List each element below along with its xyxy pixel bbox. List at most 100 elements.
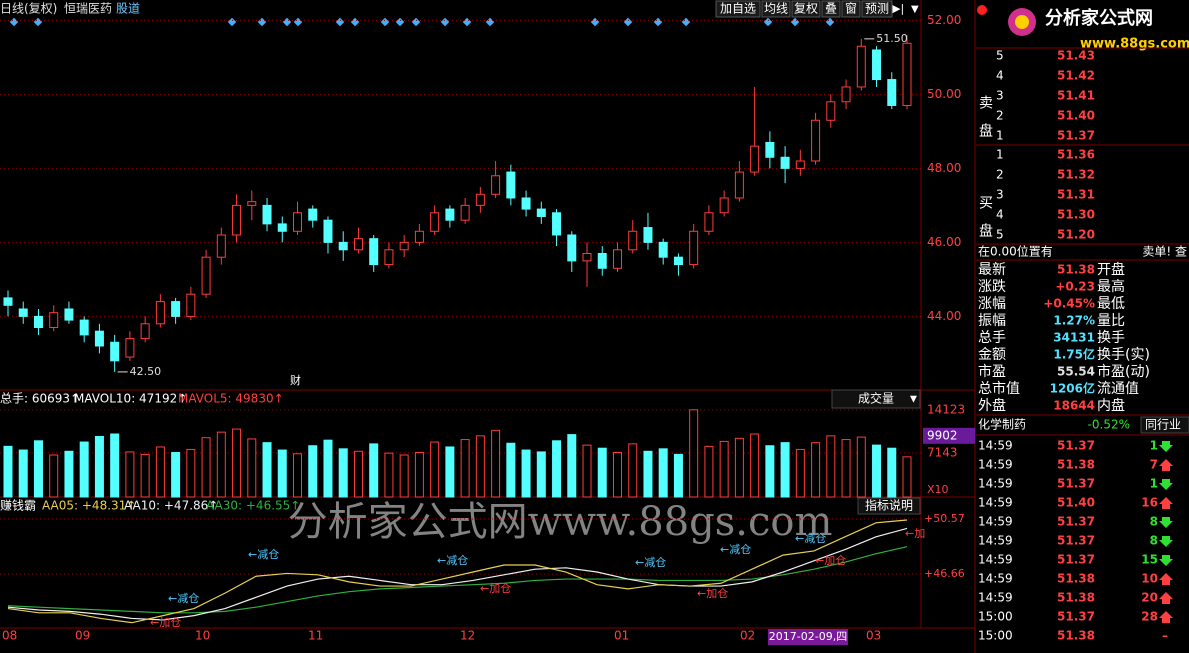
volume-bar	[491, 429, 501, 498]
quote-value: 18644	[1053, 399, 1095, 413]
signal-diamond	[380, 17, 390, 27]
toolbar-button-label[interactable]: 叠	[825, 2, 837, 16]
candle-body	[689, 230, 699, 266]
toolbar-button-label[interactable]: 窗	[845, 2, 857, 16]
help-button[interactable]	[857, 497, 921, 515]
tick-time: 14:59	[978, 572, 1013, 586]
book-level: 5	[996, 49, 1004, 63]
quote-label: 振幅	[978, 313, 1006, 329]
tick-volume: 16	[1141, 496, 1158, 510]
quote-label: 量比	[1097, 313, 1125, 329]
tick-arrow	[1159, 592, 1173, 604]
candle-body	[247, 201, 257, 206]
book-price: 51.31	[1057, 188, 1095, 202]
toolbar-button[interactable]	[791, 0, 821, 18]
y-tick-label: 44.00	[927, 309, 961, 323]
volume-bar	[262, 442, 272, 498]
volume-bar	[460, 439, 470, 498]
industry-button-label[interactable]: 同行业	[1145, 418, 1181, 432]
candle-body	[902, 42, 912, 106]
tick-price: 51.40	[1057, 496, 1095, 510]
volume-bar	[3, 445, 13, 498]
y-tick-label: 7143	[927, 445, 958, 459]
candle-body	[704, 212, 714, 232]
candle-body	[49, 312, 59, 328]
help-button-label[interactable]: 指标说明	[865, 498, 913, 513]
stock-name: 恒瑞医药	[64, 2, 112, 16]
toolbar-button-label[interactable]: 加自选	[720, 2, 756, 16]
book-price: 51.37	[1057, 129, 1095, 143]
tick-price: 51.37	[1057, 477, 1095, 491]
volume-bar	[353, 450, 363, 498]
volume-bar	[704, 445, 714, 498]
book-level: 2	[996, 109, 1004, 123]
quote-label: 最高	[1097, 278, 1125, 295]
tick-time: 14:59	[978, 553, 1013, 567]
candle-body	[643, 227, 653, 243]
volume-bar	[780, 442, 790, 498]
candle-body	[171, 301, 181, 317]
toolbar-button-label[interactable]: 预测	[865, 2, 889, 16]
candle-body	[110, 341, 120, 362]
indicator-line	[7, 519, 908, 624]
indicator-line	[7, 527, 908, 621]
candle-body	[414, 230, 424, 243]
toolbar-button-label[interactable]: 均线	[764, 2, 788, 16]
candle-body	[399, 241, 409, 251]
industry-button[interactable]	[1140, 416, 1189, 434]
indicator-selector-label[interactable]: 成交量	[858, 391, 894, 406]
indicator-legend: AA30: +46.55↑	[206, 499, 300, 513]
candle-body	[811, 119, 821, 162]
quote-value: +0.23	[1055, 280, 1095, 294]
quote-label: 换手(实)	[1097, 346, 1150, 363]
indicator-selector[interactable]	[831, 389, 921, 409]
toolbar-button[interactable]	[761, 0, 791, 18]
tick-volume: 15	[1141, 553, 1158, 567]
indicator-line	[7, 546, 908, 614]
tick-arrow	[1159, 536, 1173, 547]
x-tick-label: 02	[740, 629, 755, 643]
period-label[interactable]: 日线(复权)	[0, 2, 57, 16]
quote-label: 最低	[1097, 296, 1125, 312]
volume-bar	[719, 440, 729, 498]
candle-body	[430, 212, 440, 232]
candle-body	[765, 141, 775, 158]
signal-label: ←减仓	[168, 591, 199, 605]
quote-label: 换手	[1097, 329, 1125, 346]
toolbar-button-label[interactable]: 复权	[794, 2, 818, 16]
volume-legend: MAVOL5: 49830↑	[178, 392, 284, 406]
candle-body	[521, 197, 531, 210]
volume-bar	[734, 437, 744, 498]
stock-link[interactable]: 股道	[116, 2, 140, 16]
indicator-legend: AA10: +47.86↑	[124, 499, 218, 513]
book-price: 51.41	[1057, 89, 1095, 103]
toolbar-button[interactable]	[715, 0, 761, 18]
signal-label: ←加仓	[480, 581, 511, 595]
volume-bar	[506, 442, 516, 498]
quote-label: 涨跌	[978, 279, 1006, 295]
tick-arrow	[1159, 573, 1173, 585]
candle-body	[582, 252, 592, 262]
volume-bar	[841, 439, 851, 498]
logo-flower-center	[1015, 15, 1029, 29]
toolbar-button[interactable]	[821, 0, 841, 18]
candle-body	[186, 293, 196, 317]
book-price: 51.30	[1057, 208, 1095, 222]
tick-arrow	[1159, 611, 1173, 623]
tick-arrow	[1159, 459, 1173, 471]
order-notice-action[interactable]: 卖单! 查	[1142, 245, 1187, 259]
volume-bar	[826, 435, 836, 498]
toolbar-button[interactable]	[861, 0, 893, 18]
x-tick-label: 03	[866, 629, 881, 643]
play-icon[interactable]: ▶|	[892, 2, 904, 15]
menu-icon[interactable]: ▼	[911, 4, 919, 15]
tick-time: 14:59	[978, 496, 1013, 510]
quote-label: 总手	[978, 330, 1006, 346]
x-tick-label: 10	[195, 629, 210, 643]
candle-body	[750, 145, 760, 173]
volume-bar	[552, 440, 562, 498]
candle-body	[673, 256, 683, 266]
candle-body	[445, 208, 455, 221]
book-level: 3	[996, 188, 1004, 202]
toolbar-button[interactable]	[841, 0, 861, 18]
